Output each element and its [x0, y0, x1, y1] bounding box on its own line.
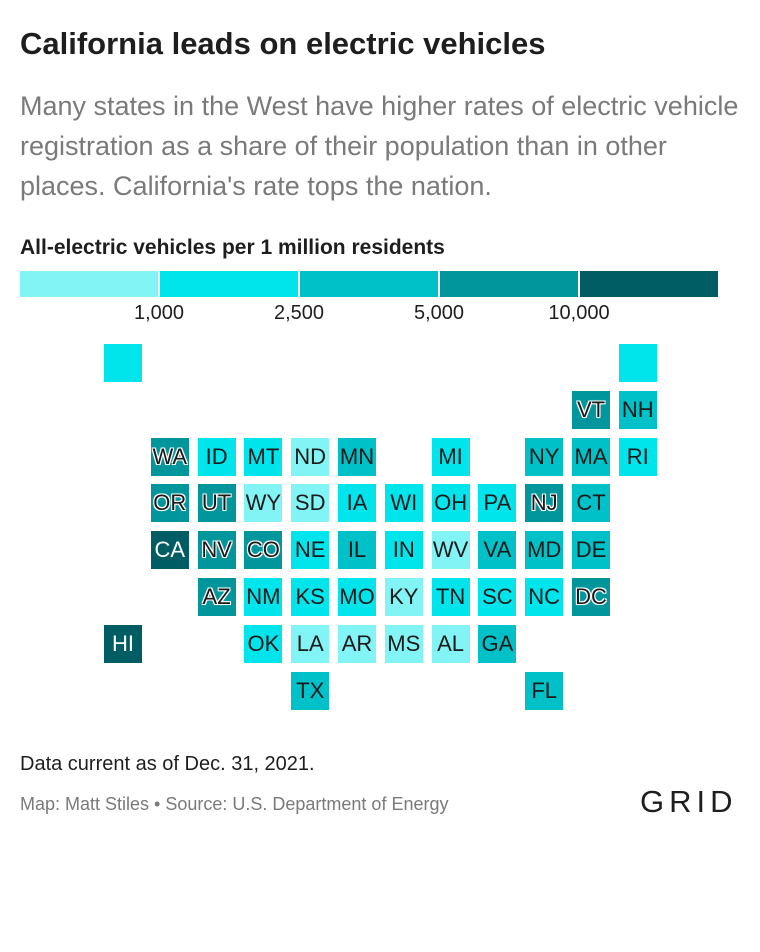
legend-swatch	[300, 271, 438, 297]
state-tile-wi: WI	[384, 484, 423, 523]
state-tile-ia: IA	[338, 484, 376, 523]
state-tile-ms: MS	[384, 624, 423, 663]
legend-tick-label: 2,500	[273, 302, 325, 324]
state-tile-wa: WA	[150, 437, 189, 476]
state-tile-mn: MN	[338, 437, 376, 476]
state-tile-va: VA	[478, 531, 517, 570]
state-tile-nm: NM	[244, 578, 283, 616]
state-tile-ma: MA	[572, 437, 610, 476]
legend-title: All-electric vehicles per 1 million resi…	[20, 236, 445, 259]
state-tile-sd: SD	[291, 484, 330, 523]
legend-tick-label: 1,000	[133, 302, 185, 324]
state-tile-ut: UT	[197, 484, 236, 523]
state-tile-pa: PA	[478, 484, 517, 523]
state-tile	[618, 344, 657, 382]
state-tile-ky: KY	[384, 578, 423, 616]
chart-subtitle: Many states in the West have higher rate…	[20, 91, 739, 201]
legend-tick-label: 10,000	[548, 302, 610, 324]
state-tile-ct: CT	[572, 484, 610, 523]
state-tile-nd: ND	[291, 437, 330, 476]
state-tile-mi: MI	[431, 437, 470, 476]
legend-swatch	[20, 271, 158, 297]
state-tile-md: MD	[525, 531, 564, 570]
color-legend	[20, 271, 718, 297]
state-tile-ok: OK	[244, 624, 283, 663]
state-tile-la: LA	[291, 624, 330, 663]
state-tile-ks: KS	[291, 578, 330, 616]
state-tile	[104, 344, 142, 382]
source-credit: Map: Matt Stiles • Source: U.S. Departme…	[20, 794, 449, 814]
state-tile-or: OR	[150, 484, 189, 523]
legend-tick-label: 5,000	[413, 302, 465, 324]
state-tile-mt: MT	[244, 437, 283, 476]
legend-swatch	[440, 271, 578, 297]
state-tile-id: ID	[197, 437, 236, 476]
legend-swatch	[160, 271, 298, 297]
state-tile-ga: GA	[478, 624, 517, 663]
state-tile-ar: AR	[338, 624, 376, 663]
state-tile-tx: TX	[291, 671, 330, 710]
state-tile-mo: MO	[338, 578, 376, 616]
state-tile-ri: RI	[618, 437, 657, 476]
state-tile-nv: NV	[197, 531, 236, 570]
state-tile-wv: WV	[431, 531, 470, 570]
state-tile-al: AL	[431, 624, 470, 663]
state-tile-vt: VT	[572, 390, 610, 429]
state-tile-nh: NH	[618, 390, 657, 429]
chart-title: California leads on electric vehicles	[20, 26, 546, 61]
state-tile-ny: NY	[525, 437, 564, 476]
state-tile-fl: FL	[525, 671, 564, 710]
legend-swatch	[580, 271, 718, 297]
state-tile-ne: NE	[291, 531, 330, 570]
state-tile-dc: DC	[572, 578, 610, 616]
state-tile-hi: HI	[104, 624, 142, 663]
state-tile-il: IL	[338, 531, 376, 570]
state-tile-ca: CA	[150, 531, 189, 570]
grid-logo: GRID	[640, 784, 738, 819]
state-tile-nc: NC	[525, 578, 564, 616]
state-tile-in: IN	[384, 531, 423, 570]
state-tile-wy: WY	[244, 484, 283, 523]
data-note: Data current as of Dec. 31, 2021.	[20, 753, 315, 775]
state-tile-co: CO	[244, 531, 283, 570]
state-tile-oh: OH	[431, 484, 470, 523]
state-tile-de: DE	[572, 531, 610, 570]
state-tile-az: AZ	[197, 578, 236, 616]
state-tile-nj: NJ	[525, 484, 564, 523]
state-tile-tn: TN	[431, 578, 470, 616]
state-tile-sc: SC	[478, 578, 517, 616]
